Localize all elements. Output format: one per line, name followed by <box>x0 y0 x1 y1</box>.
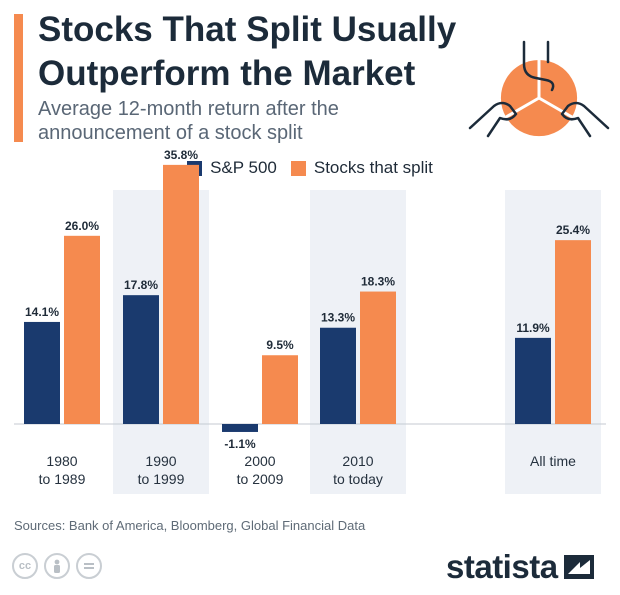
category-label-0-1: to 1989 <box>39 471 86 487</box>
license-icons: cc <box>12 553 102 579</box>
data-label-split-0: 26.0% <box>65 219 99 233</box>
brand-wordmark: statista <box>446 548 558 585</box>
bar-sp500-2 <box>222 424 258 432</box>
chart-title: Stocks That Split Usually Outperform the… <box>38 10 457 93</box>
data-label-split-2: 9.5% <box>266 338 294 352</box>
category-label-2-1: to 2009 <box>237 471 284 487</box>
category-label-0-0: 1980 <box>46 453 77 469</box>
bar-split-0 <box>64 235 100 424</box>
chart-subtitle: Average 12-month return after the announ… <box>38 98 339 144</box>
bar-chart: 14.1% 26.0% 1980 to 1989 17.8% 35.8% 1990 to 19… <box>14 148 606 494</box>
bar-split-3 <box>360 291 396 424</box>
data-label-split-4: 25.4% <box>556 223 590 237</box>
legend-label-split: Stocks that split <box>313 158 433 177</box>
legend-label-sp500: S&P 500 <box>210 158 277 177</box>
cc-icon[interactable]: cc <box>12 553 38 579</box>
bar-sp500-1 <box>123 295 159 424</box>
bar-sp500-0 <box>24 321 60 424</box>
bar-split-4 <box>555 240 591 424</box>
data-label-sp500-4: 11.9% <box>516 321 550 335</box>
attribution-icon[interactable] <box>44 553 70 579</box>
source-note: Sources: Bank of America, Bloomberg, Glo… <box>14 518 366 533</box>
data-label-sp500-3: 13.3% <box>321 311 355 325</box>
category-label-4-0: All time <box>530 453 576 469</box>
bar-split-2 <box>262 355 298 424</box>
legend-item-split: Stocks that split <box>290 158 433 178</box>
no-derivatives-icon[interactable] <box>76 553 102 579</box>
data-label-sp500-1: 17.8% <box>124 278 158 292</box>
category-label-1-1: to 1999 <box>138 471 185 487</box>
bar-split-1 <box>163 164 199 424</box>
bar-sp500-3 <box>320 327 356 424</box>
category-label-1-0: 1990 <box>145 453 176 469</box>
data-label-sp500-2: -1.1% <box>224 437 256 451</box>
legend-swatch-split <box>290 160 306 176</box>
statista-logo[interactable]: statista <box>446 548 594 586</box>
bar-sp500-4 <box>515 337 551 424</box>
category-label-3-1: to today <box>333 471 383 487</box>
category-label-2-0: 2000 <box>244 453 275 469</box>
accent-bar <box>14 14 23 142</box>
statista-arrow-icon <box>563 555 594 579</box>
data-label-split-3: 18.3% <box>361 275 395 289</box>
data-label-sp500-0: 14.1% <box>25 305 59 319</box>
hands-pie-illustration-icon <box>468 40 610 138</box>
data-label-split-1: 35.8% <box>164 148 198 162</box>
category-label-3-0: 2010 <box>342 453 373 469</box>
